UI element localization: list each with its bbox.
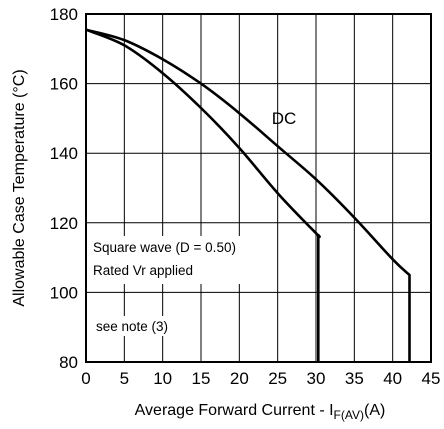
x-tick-label-3: 15 xyxy=(192,369,211,388)
annotation-see-note: see note (3) xyxy=(96,319,168,334)
y-axis-title: Allowable Case Temperature (°C) xyxy=(11,69,28,306)
series-line-square-wave xyxy=(85,28,321,362)
x-axis-title-subscript: F(AV) xyxy=(334,408,364,422)
y-tick-label-0: 80 xyxy=(59,353,78,372)
y-tick-label-3: 140 xyxy=(50,144,78,163)
series-label-dc: DC xyxy=(272,109,297,128)
x-tick-label-9: 45 xyxy=(422,369,441,388)
series-line-dc xyxy=(85,28,411,362)
x-tick-labels: 0 5 10 15 20 25 30 35 40 45 xyxy=(81,369,440,388)
y-tick-label-4: 160 xyxy=(50,75,78,94)
y-tick-labels: 80 100 120 140 160 180 xyxy=(50,5,78,372)
x-tick-label-5: 25 xyxy=(268,369,287,388)
x-tick-label-1: 5 xyxy=(120,369,129,388)
x-tick-label-6: 30 xyxy=(307,369,326,388)
x-tick-label-2: 10 xyxy=(153,369,172,388)
note-box xyxy=(92,316,188,336)
y-tick-label-2: 120 xyxy=(50,214,78,233)
y-tick-label-1: 100 xyxy=(50,283,78,302)
plot-frame xyxy=(85,13,432,363)
y-tick-label-5: 180 xyxy=(50,5,78,24)
x-tick-label-8: 40 xyxy=(383,369,402,388)
curves xyxy=(85,28,411,362)
annotation-rated-vr: Rated Vr applied xyxy=(93,263,193,278)
annotation-box xyxy=(89,236,265,284)
annotation-square-wave: Square wave (D = 0.50) xyxy=(93,240,236,255)
x-axis-title: Average Forward Current - IF(AV)(A) xyxy=(135,402,386,422)
x-tick-label-0: 0 xyxy=(81,369,90,388)
x-axis-title-unit: (A) xyxy=(364,402,385,419)
x-axis-title-main: Average Forward Current - I xyxy=(135,402,334,419)
x-tick-label-7: 35 xyxy=(345,369,364,388)
x-tick-label-4: 20 xyxy=(230,369,249,388)
grid xyxy=(85,13,432,363)
